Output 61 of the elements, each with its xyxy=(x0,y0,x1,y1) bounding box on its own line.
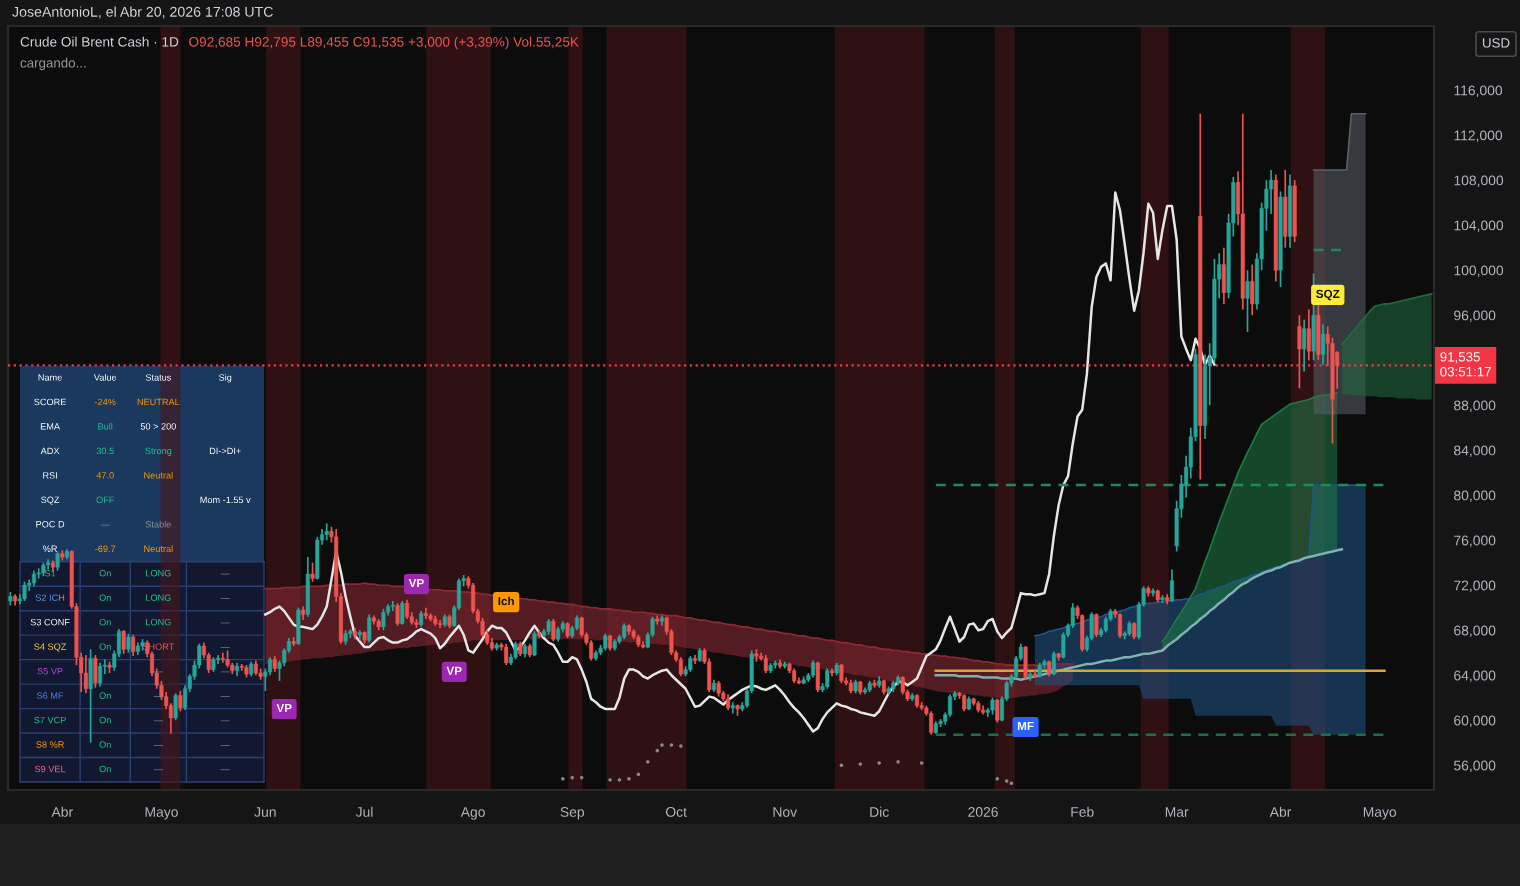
candlestick xyxy=(83,654,88,695)
candlestick xyxy=(178,690,183,713)
candlestick xyxy=(1321,323,1326,366)
candlestick xyxy=(438,619,443,629)
candlestick xyxy=(367,613,372,644)
candlestick xyxy=(131,633,136,657)
line-series xyxy=(934,547,1344,681)
candlestick xyxy=(55,550,60,572)
candlestick xyxy=(471,582,476,615)
candlestick xyxy=(815,660,820,693)
candlestick xyxy=(121,629,126,655)
candlestick xyxy=(1306,308,1311,362)
candlestick xyxy=(220,651,225,664)
candlestick xyxy=(1080,613,1085,653)
candlestick xyxy=(404,599,410,620)
candlestick xyxy=(504,642,509,666)
candlestick xyxy=(395,602,400,627)
candlestick xyxy=(310,561,315,583)
candlestick xyxy=(93,654,98,689)
candlestick xyxy=(400,600,405,626)
line-series xyxy=(264,191,1216,733)
candlestick xyxy=(206,651,211,674)
candlestick xyxy=(1250,263,1255,317)
candlestick xyxy=(929,710,934,736)
candlestick xyxy=(825,667,830,690)
candlestick xyxy=(88,648,93,744)
candlestick xyxy=(98,662,103,688)
candlestick xyxy=(1070,602,1075,629)
candlestick xyxy=(513,640,518,661)
candlestick xyxy=(1221,246,1226,305)
candlestick xyxy=(1245,269,1250,333)
line-series xyxy=(1341,292,1433,346)
candlestick xyxy=(1311,272,1316,362)
candlestick xyxy=(126,632,131,654)
candlestick xyxy=(173,692,178,722)
candlestick xyxy=(763,654,768,674)
candlestick xyxy=(1061,631,1066,660)
candlestick xyxy=(305,556,310,618)
candlestick xyxy=(1117,612,1123,639)
candlestick xyxy=(532,630,537,657)
candlestick xyxy=(239,663,244,672)
candlestick xyxy=(216,654,221,665)
candlestick xyxy=(1094,612,1099,638)
candlestick xyxy=(551,618,556,643)
candlestick xyxy=(1302,318,1307,373)
candlestick xyxy=(900,675,905,696)
candlestick xyxy=(678,656,683,678)
candlestick xyxy=(1023,645,1028,681)
candlestick xyxy=(324,522,329,542)
candlestick xyxy=(1283,169,1288,249)
candlestick xyxy=(296,606,301,646)
candlestick xyxy=(315,535,320,581)
candlestick xyxy=(381,608,386,632)
candlestick xyxy=(1316,303,1321,362)
candlestick xyxy=(1297,314,1302,390)
candlestick xyxy=(1169,568,1174,603)
candlestick xyxy=(480,617,485,638)
candlestick xyxy=(947,693,953,718)
candlestick xyxy=(589,639,594,662)
candlestick xyxy=(390,600,395,612)
candlestick xyxy=(22,581,27,602)
